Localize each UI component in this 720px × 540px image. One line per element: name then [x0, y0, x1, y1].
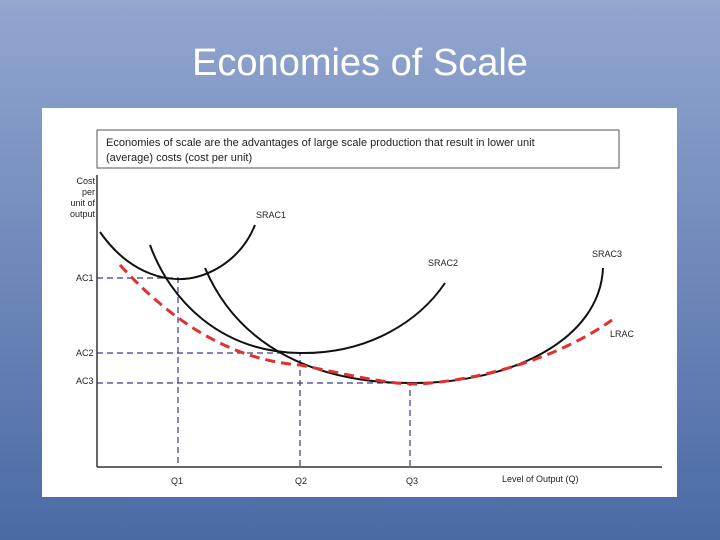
slide-title: Economies of Scale	[192, 42, 528, 84]
curve-label: SRAC3	[592, 249, 622, 259]
srac1-curve	[99, 224, 256, 280]
guide-line	[97, 277, 179, 467]
curve-label: SRAC1	[256, 210, 286, 220]
y-label-line: per	[82, 187, 95, 197]
panel	[42, 108, 677, 497]
x-axis-label: Level of Output (Q)	[502, 474, 579, 484]
q-label: Q3	[406, 476, 418, 486]
curve-label: SRAC2	[428, 258, 458, 268]
definition-box: Economies of scale are the advantages of…	[96, 129, 620, 169]
q-label: Q1	[171, 476, 183, 486]
lrac-curve	[118, 263, 613, 386]
q-label: Q2	[295, 476, 307, 486]
curve-label: LRAC	[610, 329, 635, 339]
ac-label: AC2	[76, 348, 94, 358]
y-label-line: unit of	[70, 198, 95, 208]
definition-line: Economies of scale are the advantages of…	[106, 137, 535, 149]
y-axis-label: Cost per unit of output	[70, 176, 96, 219]
y-label-line: output	[70, 209, 96, 219]
definition-line: (average) costs (cost per unit)	[106, 152, 252, 164]
y-label-line: Cost	[76, 176, 95, 186]
box-border	[96, 129, 620, 169]
ac-label: AC3	[76, 376, 94, 386]
ac-label: AC1	[76, 273, 94, 283]
srac2-curve	[149, 244, 446, 355]
